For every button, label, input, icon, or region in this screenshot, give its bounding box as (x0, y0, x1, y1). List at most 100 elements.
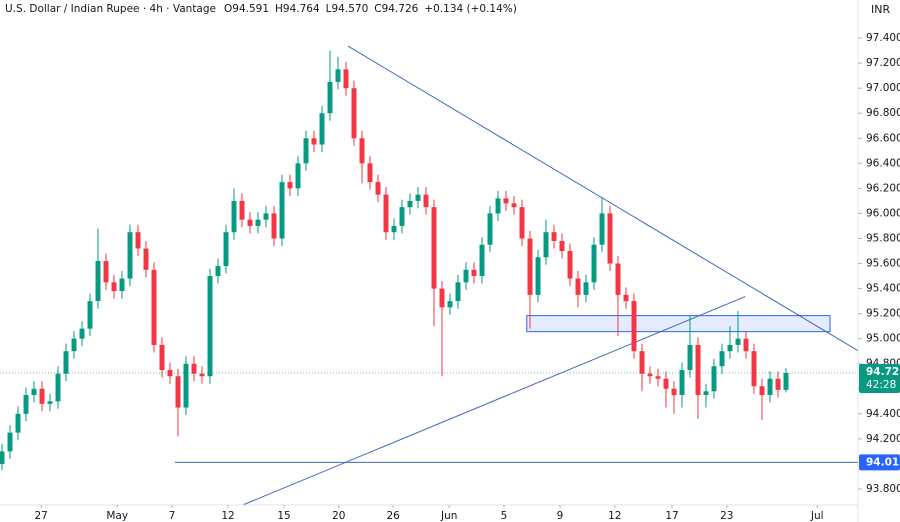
candle-body (671, 388, 677, 396)
x-tick-label: 27 (35, 510, 48, 522)
candle-body (215, 266, 221, 277)
x-tick-label: 12 (221, 510, 234, 522)
candle-body (191, 363, 197, 374)
candle-body (87, 301, 93, 329)
y-tick-label: 95.400 (866, 283, 900, 295)
y-tick-label: 96.800 (866, 107, 900, 119)
candle-body (279, 182, 285, 239)
candle-body (327, 81, 333, 114)
y-tick-label: 93.800 (866, 483, 900, 495)
x-tick-label: 7 (169, 510, 176, 522)
candle-body (607, 213, 613, 264)
candle-body (263, 213, 269, 220)
last-price-label: 94.726 (866, 366, 900, 378)
candle-body (239, 200, 245, 220)
candle-body (199, 373, 205, 377)
candle-body (591, 244, 597, 283)
candle-body (383, 194, 389, 233)
candle-body (783, 372, 789, 390)
candle-body (463, 269, 469, 283)
candle-body (735, 338, 741, 345)
countdown-label: 42:28 (866, 379, 896, 391)
candle-body (287, 182, 293, 189)
candle-body (55, 373, 61, 402)
y-tick-label: 97.400 (866, 32, 900, 44)
candle-body (679, 369, 685, 396)
candle-body (71, 338, 77, 352)
x-tick-label: Jun (440, 510, 457, 522)
candle-body (711, 366, 717, 392)
candle-body (775, 378, 781, 390)
level-box (859, 454, 900, 471)
level-label: 94.012 (866, 456, 900, 468)
candle-body (495, 198, 501, 214)
candle-body (407, 200, 413, 208)
x-tick-label: 15 (277, 510, 290, 522)
candle-body (103, 261, 109, 283)
candle-body (727, 344, 733, 352)
candle-body (439, 288, 445, 308)
candle-body (159, 344, 165, 370)
candle-body (175, 376, 181, 408)
candle-body (631, 301, 637, 352)
candle-body (423, 194, 429, 208)
candle-body (271, 213, 277, 239)
currency-label: INR (871, 3, 890, 16)
last-price-box (859, 363, 900, 393)
candle-body (767, 378, 773, 396)
candle-body (247, 219, 253, 226)
candle-body (15, 413, 21, 433)
candle-body (647, 373, 653, 377)
candle-body (167, 369, 173, 377)
candle-body (471, 269, 477, 277)
candle-body (695, 344, 701, 396)
candle-body (503, 198, 509, 204)
candle-body (23, 395, 29, 414)
y-tick-label: 96.600 (866, 132, 900, 144)
candle-body (111, 282, 117, 292)
x-tick-label: 9 (557, 510, 564, 522)
candle-body (455, 282, 461, 302)
ohlc-label: +0.134 (+0.14%) (424, 3, 517, 15)
candle-body (623, 294, 629, 302)
candle-body (79, 328, 85, 339)
candle-body (519, 207, 525, 239)
trendline (347, 45, 859, 352)
candle-body (399, 207, 405, 226)
candle-body (535, 257, 541, 295)
y-tick-label: 95.000 (866, 333, 900, 345)
candle-body (151, 269, 157, 345)
y-tick-label: 96.400 (866, 157, 900, 169)
candle-body (687, 344, 693, 370)
candle-body (663, 378, 669, 389)
candle-body (751, 351, 757, 387)
candle-body (415, 194, 421, 201)
candle-body (303, 138, 309, 164)
y-tick-label: 95.200 (866, 308, 900, 320)
candle-body (703, 391, 709, 396)
candle-body (367, 163, 373, 183)
x-tick-label: 20 (332, 510, 345, 522)
zone (526, 315, 831, 333)
candle-body (63, 351, 69, 374)
candle-body (295, 163, 301, 189)
trendline (242, 296, 746, 506)
y-tick-label: 96.200 (866, 182, 900, 194)
ohlc-label: H94.764 (275, 3, 320, 15)
candle-body (583, 282, 589, 295)
y-tick-label: 96.000 (866, 207, 900, 219)
candle-body (231, 200, 237, 233)
candle-body (47, 401, 53, 404)
candle-body (567, 250, 573, 279)
candle-body (143, 248, 149, 270)
candle-body (487, 213, 493, 245)
x-tick-label: Jul (810, 510, 824, 522)
y-tick-label: 95.600 (866, 258, 900, 270)
x-tick-label: 17 (665, 510, 678, 522)
ohlc-label: O94.591 (224, 3, 269, 15)
candle-body (311, 138, 317, 145)
candle-body (559, 240, 565, 251)
candle-body (31, 388, 37, 396)
